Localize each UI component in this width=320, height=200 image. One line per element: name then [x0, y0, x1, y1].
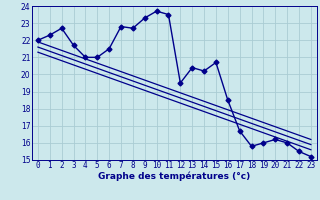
- X-axis label: Graphe des températures (°c): Graphe des températures (°c): [98, 172, 251, 181]
